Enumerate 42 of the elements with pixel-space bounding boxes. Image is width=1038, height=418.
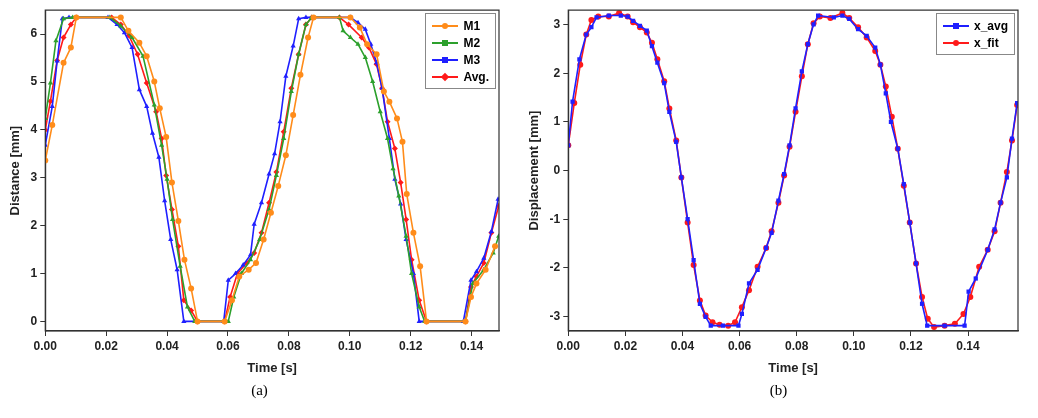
- y-tick-label: 4: [30, 122, 38, 137]
- x-tick-label: 0.00: [556, 338, 581, 353]
- x-tick-label: 0.08: [277, 338, 301, 353]
- y-tick-label: 1: [30, 265, 38, 280]
- x-tick-label: 0.06: [727, 338, 752, 353]
- x-tick-label: 0.10: [842, 338, 866, 353]
- x-tick-label: 0.14: [956, 338, 981, 353]
- y-tick-label: 6: [30, 26, 38, 41]
- x-tick-label: 0.06: [216, 338, 240, 353]
- text: (a): [250, 382, 269, 399]
- legend-label: M2: [463, 35, 481, 50]
- x-tick-label: 0.12: [899, 338, 923, 353]
- y-tick-label: 0: [30, 313, 38, 328]
- x-tick-label: 0.12: [399, 338, 423, 353]
- y-tick-label: 2: [553, 65, 561, 80]
- legend-label: M3: [463, 52, 481, 67]
- x-tick-label: 0.10: [338, 338, 362, 353]
- y-tick-label: -3: [549, 308, 561, 323]
- x-axis-title: Time [s]: [768, 359, 818, 375]
- y-tick-label: 5: [30, 74, 38, 89]
- x-axis-title: Time [s]: [247, 359, 297, 375]
- legend-label: Avg.: [463, 69, 489, 84]
- text: (b): [768, 382, 789, 399]
- y-axis-title: Distance [mm]: [7, 125, 23, 216]
- x-tick-label: 0.02: [613, 338, 638, 353]
- y-tick-label: 0: [553, 162, 561, 177]
- y-tick-label: -2: [549, 260, 561, 275]
- legend-label: x_avg: [973, 18, 1008, 33]
- x-tick-label: 0.02: [94, 338, 119, 353]
- y-tick-label: 1: [553, 114, 561, 129]
- y-tick-label: 3: [30, 170, 38, 185]
- legend-label: M1: [463, 18, 481, 33]
- x-tick-label: 0.04: [155, 338, 180, 353]
- y-axis-title: Displacement [mm]: [526, 110, 542, 231]
- y-tick-label: 2: [30, 217, 38, 232]
- y-tick-label: -1: [549, 211, 561, 226]
- x-tick-label: 0.08: [785, 338, 809, 353]
- x-tick-label: 0.14: [459, 338, 484, 353]
- x-tick-label: 0.00: [33, 338, 58, 353]
- y-tick-label: 3: [553, 17, 561, 32]
- legend-label: x_fit: [973, 35, 999, 50]
- x-tick-label: 0.04: [670, 338, 695, 353]
